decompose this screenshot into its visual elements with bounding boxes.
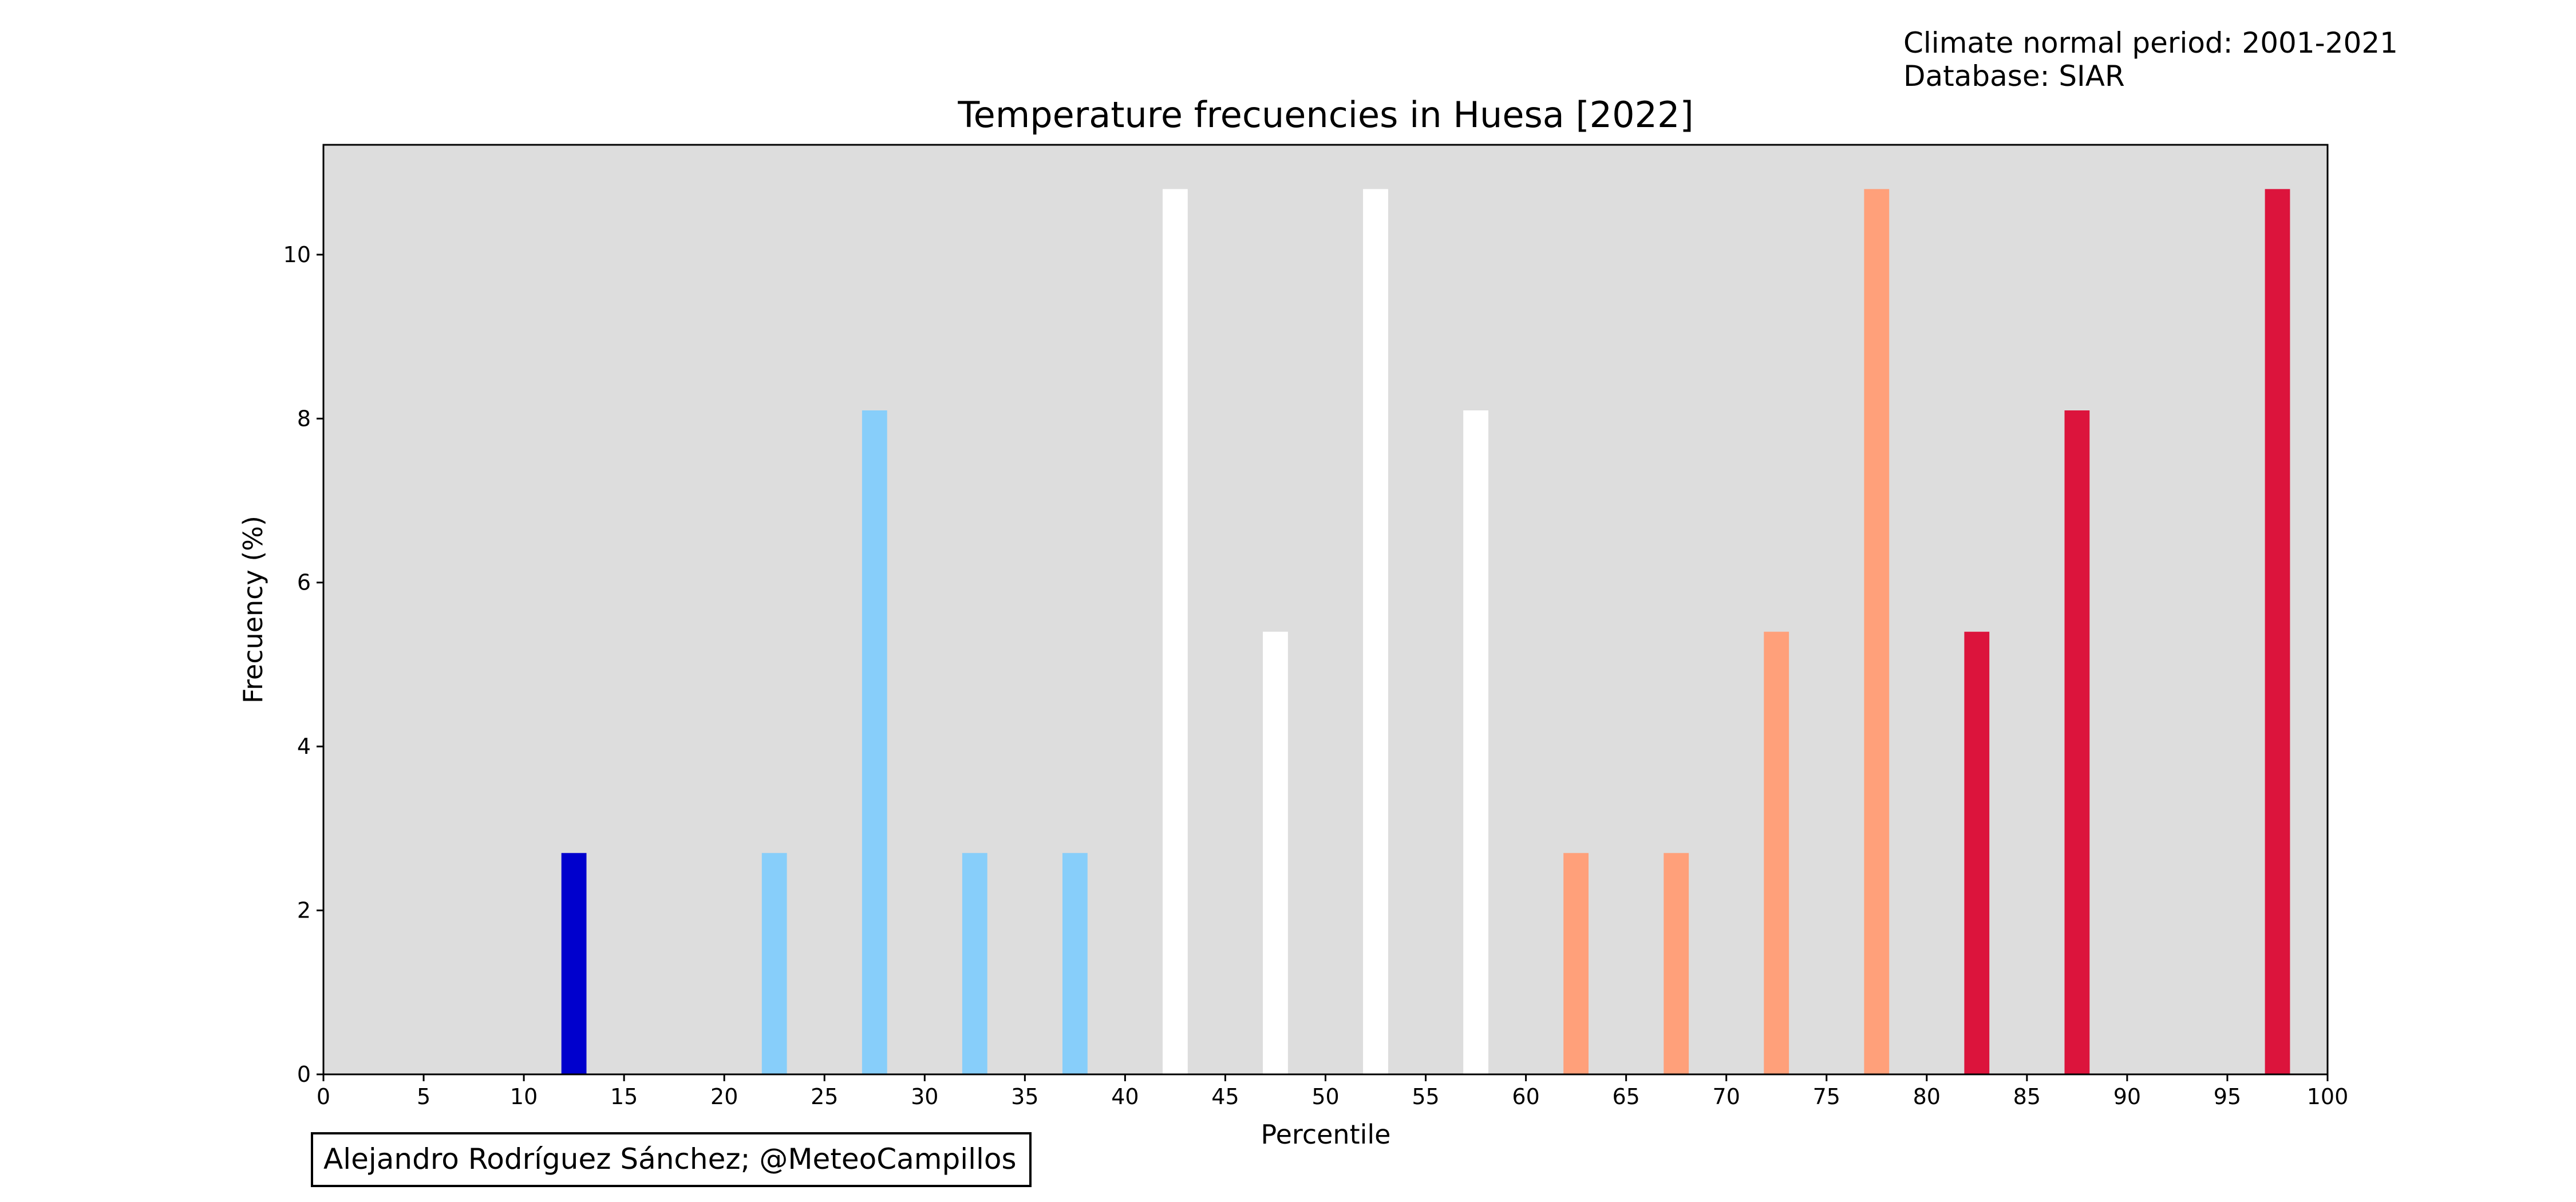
x-tick-label: 90 — [2113, 1084, 2141, 1109]
y-axis: 0 2 4 6 8 10 — [283, 242, 323, 1087]
x-tick-label: 95 — [2214, 1084, 2241, 1109]
bar — [1764, 631, 1789, 1074]
credit-text: Alejandro Rodríguez Sánchez; @MeteoCampi… — [323, 1142, 1017, 1176]
bar — [862, 410, 887, 1074]
x-axis: 0 5 10 15 20 25 30 35 40 45 50 55 60 65 70 75 80 85 90 95 10… — [317, 1074, 2348, 1109]
y-tick-label: 6 — [297, 570, 311, 595]
x-tick-label: 10 — [510, 1084, 538, 1109]
x-tick-label: 55 — [1412, 1084, 1439, 1109]
x-tick-label: 35 — [1011, 1084, 1038, 1109]
x-tick-label: 30 — [911, 1084, 938, 1109]
x-tick-label: 70 — [1713, 1084, 1740, 1109]
bar — [1563, 853, 1589, 1074]
bar — [1964, 631, 1990, 1074]
y-tick-label: 2 — [297, 898, 311, 923]
x-axis-label: Percentile — [1261, 1119, 1391, 1150]
x-tick-label: 20 — [710, 1084, 738, 1109]
credit-box — [311, 1132, 1032, 1187]
bar — [1463, 410, 1488, 1074]
bar — [761, 853, 787, 1074]
bar — [1363, 189, 1388, 1074]
bar — [1163, 189, 1188, 1074]
y-tick-label: 0 — [297, 1062, 311, 1087]
x-tick-label: 80 — [1913, 1084, 1941, 1109]
y-tick-label: 8 — [297, 406, 311, 431]
y-tick-label: 10 — [283, 242, 311, 267]
database-note: Database: SIAR — [1903, 60, 2125, 93]
bar — [2265, 189, 2290, 1074]
x-tick-label: 0 — [317, 1084, 330, 1109]
bar — [1062, 853, 1088, 1074]
x-tick-label: 45 — [1211, 1084, 1239, 1109]
x-tick-label: 40 — [1111, 1084, 1139, 1109]
bars-group — [561, 189, 2290, 1074]
x-tick-label: 75 — [1813, 1084, 1840, 1109]
x-tick-label: 85 — [2013, 1084, 2041, 1109]
x-tick-label: 50 — [1311, 1084, 1339, 1109]
bar — [561, 853, 587, 1074]
x-tick-label: 60 — [1512, 1084, 1539, 1109]
y-tick-label: 4 — [297, 734, 311, 759]
bar — [1263, 631, 1288, 1074]
bar — [2064, 410, 2090, 1074]
y-axis-label: Frecuency (%) — [238, 516, 268, 703]
climate-period-note: Climate normal period: 2001-2021 — [1903, 26, 2398, 60]
x-tick-label: 25 — [811, 1084, 838, 1109]
chart-title: Temperature frecuencies in Huesa [2022] — [957, 94, 1693, 136]
x-tick-label: 15 — [610, 1084, 638, 1109]
bar — [1664, 853, 1689, 1074]
plot-area — [323, 145, 2328, 1074]
bar — [962, 853, 987, 1074]
x-tick-label: 100 — [2307, 1084, 2349, 1109]
bar — [1864, 189, 1890, 1074]
x-tick-label: 65 — [1612, 1084, 1639, 1109]
x-tick-label: 5 — [417, 1084, 430, 1109]
